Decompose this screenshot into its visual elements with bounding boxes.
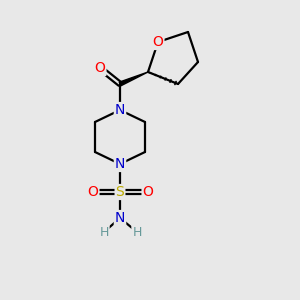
Text: N: N	[115, 211, 125, 225]
Text: N: N	[115, 157, 125, 171]
Text: O: O	[94, 61, 105, 75]
Text: N: N	[115, 103, 125, 117]
Polygon shape	[119, 72, 148, 86]
Text: H: H	[132, 226, 142, 238]
Text: S: S	[116, 185, 124, 199]
Text: H: H	[99, 226, 109, 238]
Text: O: O	[88, 185, 98, 199]
Text: O: O	[142, 185, 153, 199]
Text: O: O	[153, 35, 164, 49]
